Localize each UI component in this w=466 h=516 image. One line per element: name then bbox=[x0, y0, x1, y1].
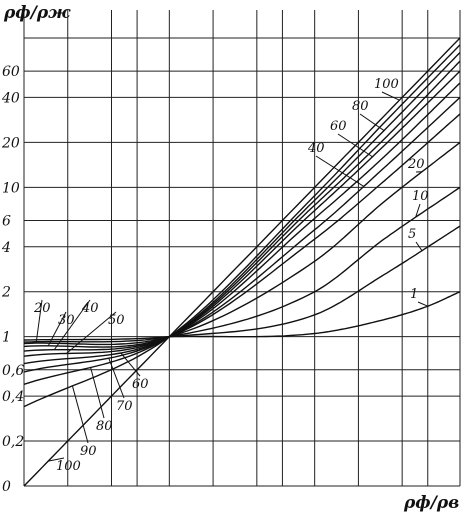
curve-label-5: 5 bbox=[408, 227, 416, 242]
label-leader-line bbox=[48, 457, 65, 462]
label-leader-line bbox=[415, 241, 423, 251]
y-tick-label: 0 bbox=[2, 479, 11, 495]
label-leader-line bbox=[71, 385, 89, 444]
curve-line-70 bbox=[23, 60, 461, 373]
curve-line-60 bbox=[23, 70, 461, 365]
y-tick-label: 0,6 bbox=[2, 363, 24, 379]
label-leader-line bbox=[315, 155, 365, 187]
curve-label-40: 40 bbox=[81, 301, 99, 316]
label-leader-line bbox=[415, 203, 421, 218]
curve-label-20: 20 bbox=[407, 157, 425, 172]
label-leaders bbox=[35, 91, 428, 462]
curve-line-100 bbox=[23, 37, 461, 487]
y-tick-label: 40 bbox=[1, 90, 20, 106]
curve-label-90: 90 bbox=[80, 444, 97, 459]
curve-line-80 bbox=[23, 52, 461, 385]
y-tick-label: 60 bbox=[2, 64, 20, 80]
label-leader-line bbox=[53, 299, 91, 351]
y-tick-label: 0,4 bbox=[2, 389, 24, 405]
curve-label-80: 80 bbox=[352, 99, 369, 114]
label-leader-line bbox=[337, 133, 373, 158]
label-leader-line bbox=[66, 311, 117, 354]
y-tick-label: 10 bbox=[2, 180, 20, 196]
label-leader-line bbox=[35, 299, 43, 344]
curve-line-1 bbox=[169, 291, 461, 338]
curve-label-1: 1 bbox=[410, 287, 418, 302]
y-tick-label: 2 bbox=[1, 285, 11, 301]
curve-line-20 bbox=[23, 141, 461, 346]
curve-label-100: 100 bbox=[56, 459, 81, 474]
curve-label-50: 50 bbox=[108, 313, 125, 328]
curve-line-5 bbox=[23, 225, 461, 341]
y-tick-label: 0,2 bbox=[2, 434, 24, 450]
y-tick-labels: 0 0,2 0,4 0,6 1 2 4 6 10 20 40 60 bbox=[1, 64, 24, 495]
label-leader-line bbox=[47, 311, 67, 347]
y-tick-label: 4 bbox=[1, 240, 11, 256]
label-leader-line bbox=[120, 352, 141, 377]
curve-label-30: 30 bbox=[58, 313, 75, 328]
curve-label-70: 70 bbox=[116, 399, 133, 414]
label-leader-line bbox=[90, 367, 105, 419]
curve-series bbox=[23, 37, 461, 487]
curve-label-60: 60 bbox=[132, 377, 149, 392]
curve-line-30 bbox=[23, 113, 461, 348]
label-leader-line bbox=[417, 301, 428, 307]
curve-line-50 bbox=[23, 82, 461, 357]
curve-line-10 bbox=[23, 186, 461, 343]
curve-line-40 bbox=[23, 96, 461, 352]
y-tick-label: 1 bbox=[2, 330, 11, 346]
curve-label-40: 40 bbox=[307, 141, 325, 156]
curve-line-90 bbox=[23, 44, 461, 408]
curve-label-10: 10 bbox=[412, 189, 429, 204]
curve-label-60: 60 bbox=[330, 119, 347, 134]
x-axis-label: ρф/ρв bbox=[403, 493, 459, 513]
y-tick-label: 20 bbox=[1, 135, 20, 151]
curve-label-80: 80 bbox=[96, 419, 113, 434]
label-leader-line bbox=[108, 358, 125, 399]
y-axis-label: ρф/ρж bbox=[3, 3, 71, 23]
label-leader-line bbox=[359, 113, 385, 131]
curve-label-100: 100 bbox=[374, 77, 399, 92]
curve-label-20: 20 bbox=[33, 301, 51, 316]
y-tick-label: 6 bbox=[2, 213, 11, 229]
label-leader-line bbox=[381, 91, 400, 101]
